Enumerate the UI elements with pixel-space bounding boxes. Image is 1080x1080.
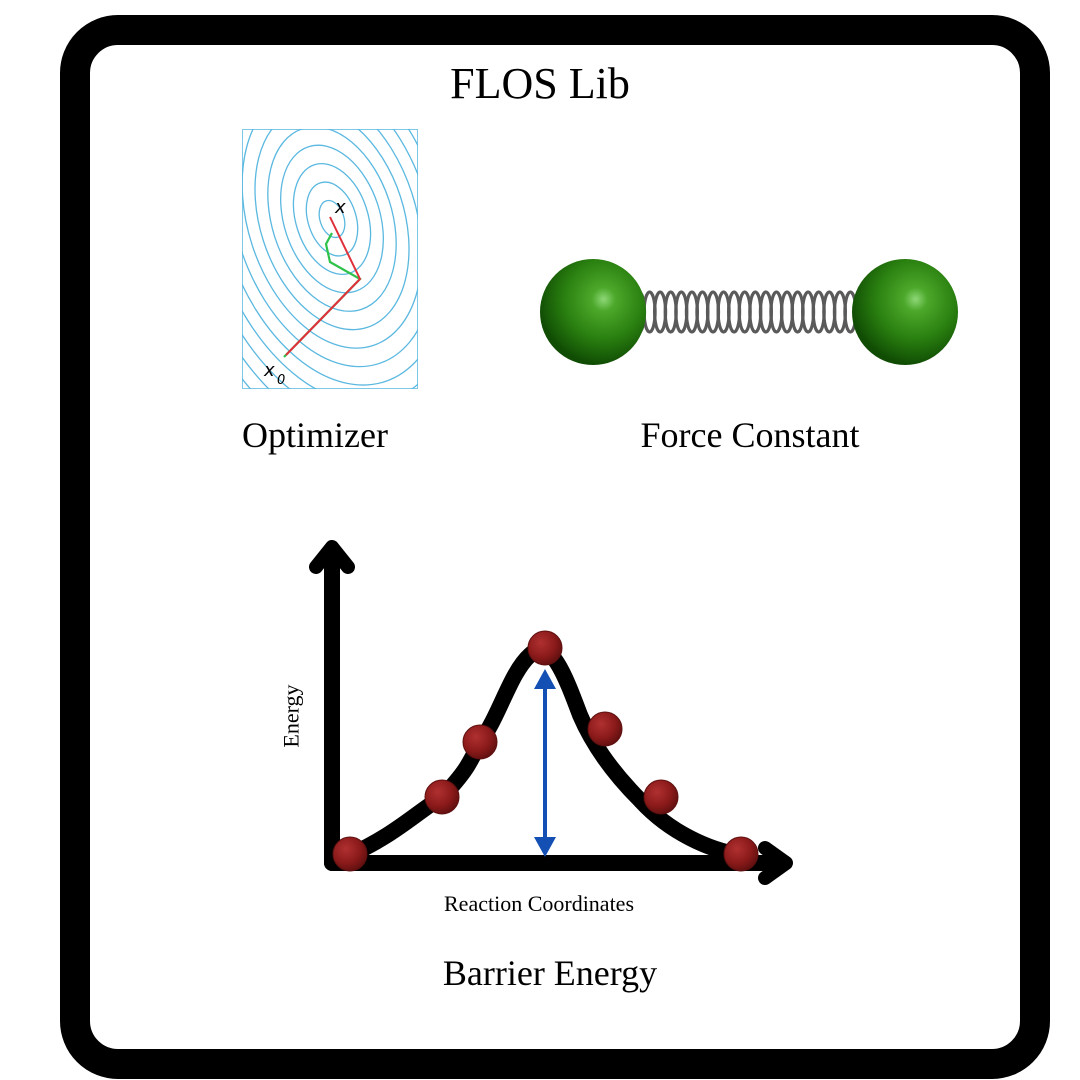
energy-axis-label: Energy xyxy=(278,684,304,748)
contour-line xyxy=(242,129,418,386)
atom-left xyxy=(540,259,646,365)
spring-molecule-icon xyxy=(540,259,958,365)
bead xyxy=(462,724,498,760)
contour-plot-icon: x x 0 xyxy=(242,129,418,389)
bead xyxy=(424,779,460,815)
barrier-arrow-top xyxy=(534,669,556,689)
barrier-energy-label: Barrier Energy xyxy=(442,953,658,993)
y-axis-arrowhead xyxy=(309,540,355,574)
optimizer-start-subscript: 0 xyxy=(277,373,285,388)
contour-line xyxy=(267,129,397,312)
optimizer-label: Optimizer xyxy=(242,415,388,455)
contour-line xyxy=(242,129,418,368)
outer-frame xyxy=(60,15,1050,1079)
atom-right xyxy=(852,259,958,365)
contour-line xyxy=(254,129,410,331)
x-axis-arrowhead xyxy=(758,841,793,885)
force-constant-label: Force Constant xyxy=(640,415,860,455)
reaction-coordinates-label: Reaction Coordinates xyxy=(444,891,635,916)
energy-profile-icon xyxy=(309,540,793,885)
barrier-arrow-bottom xyxy=(534,837,556,857)
image-beads xyxy=(332,630,759,872)
contour-line xyxy=(280,144,384,294)
page-title: FLOS Lib xyxy=(450,59,630,108)
contour-line xyxy=(242,129,418,349)
contour-line xyxy=(318,199,346,239)
bead xyxy=(587,711,623,747)
bead xyxy=(332,836,368,872)
optimizer-path-red xyxy=(285,216,362,356)
bead xyxy=(723,836,759,872)
optimizer-start-label: x xyxy=(263,360,275,381)
optimizer-end-label: x xyxy=(334,197,346,218)
bead xyxy=(527,630,563,666)
bead xyxy=(643,779,679,815)
contour-line xyxy=(305,181,359,257)
